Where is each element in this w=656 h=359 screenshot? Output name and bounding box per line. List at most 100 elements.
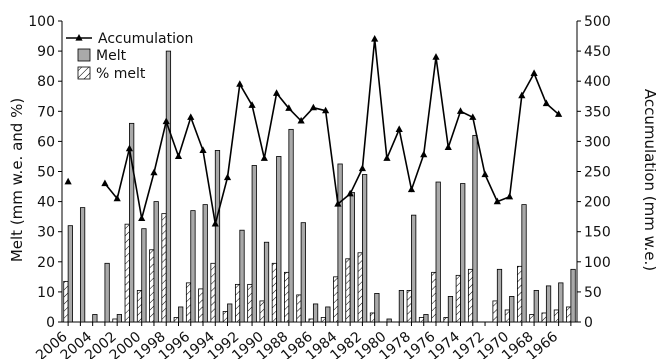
percent-melt-bar	[406, 289, 412, 323]
percent-melt-bar	[467, 268, 474, 323]
percent-melt-bar	[504, 309, 510, 323]
melt-bar	[67, 225, 73, 323]
melt-bar	[460, 183, 466, 323]
percent-melt-bar	[149, 249, 155, 323]
accumulation-point	[236, 80, 244, 87]
accumulation-point	[101, 179, 109, 187]
y-tick-label-right: 500	[584, 14, 611, 30]
accumulation-point	[505, 192, 514, 200]
y-tick-label-right: 450	[584, 44, 611, 60]
melt-bar	[190, 210, 196, 323]
accumulation-point	[469, 113, 477, 120]
y-tick-label-left: 100	[28, 14, 55, 30]
percent-melt-bar	[259, 300, 265, 323]
accumulation-point	[395, 125, 403, 132]
y-tick-label-right: 400	[584, 74, 611, 90]
melt-bar	[129, 122, 135, 323]
melt-bar	[349, 192, 355, 323]
melt-bar	[288, 128, 294, 323]
y-tick-label-left: 70	[37, 104, 55, 120]
y-tick-label-left: 60	[37, 134, 55, 150]
melt-bar	[325, 306, 331, 323]
accumulation-point	[260, 154, 268, 161]
melt-bar	[214, 150, 221, 323]
accumulation-point	[420, 150, 428, 158]
melt-bar	[300, 222, 306, 323]
legend-percent-melt-swatch	[77, 66, 91, 80]
percent-melt-bar	[492, 300, 498, 323]
accumulation-point	[346, 189, 354, 197]
accumulation-point	[481, 170, 489, 178]
accumulation-point	[555, 110, 563, 117]
percent-melt-bar	[345, 258, 351, 323]
melt-bar	[509, 296, 515, 323]
y-tick-label-left: 50	[37, 165, 55, 181]
percent-melt-bar	[333, 276, 339, 323]
y-tick-label-left: 0	[46, 315, 55, 331]
melt-bar	[447, 296, 454, 323]
accumulation-point	[138, 214, 146, 222]
melt-bar	[312, 303, 319, 323]
melt-bar	[362, 174, 368, 323]
accumulation-point	[493, 197, 501, 205]
melt-bar	[411, 214, 417, 323]
accumulation-point	[358, 164, 367, 172]
accumulation-point	[162, 117, 170, 125]
accumulation-point	[542, 99, 550, 107]
accumulation-point	[199, 146, 207, 154]
y-tick-label-right: 0	[584, 315, 593, 331]
percent-melt-bar	[320, 317, 327, 323]
y-tick-label-right: 250	[584, 165, 611, 181]
y-tick-label-right: 200	[584, 195, 611, 211]
percent-melt-bar	[63, 280, 69, 323]
melt-bar	[398, 289, 405, 323]
percent-melt-bar	[124, 223, 130, 323]
accumulation-point	[125, 144, 134, 152]
percent-melt-bar	[566, 306, 572, 323]
y-tick-label-left: 30	[37, 225, 55, 241]
melt-bar	[496, 268, 503, 323]
percent-melt-bar	[161, 213, 167, 323]
melt-bar	[374, 293, 380, 323]
accumulation-point	[211, 219, 219, 227]
y-tick-label-left: 80	[37, 74, 55, 90]
legend-accumulation-label: Accumulation	[98, 31, 193, 47]
melt-bar	[116, 314, 122, 323]
accumulation-point	[334, 200, 342, 207]
accumulation-line	[104, 39, 560, 225]
y-tick-label-right: 300	[584, 134, 611, 150]
accumulation-point	[407, 185, 416, 193]
melt-bar	[276, 156, 282, 323]
accumulation-point	[272, 89, 281, 96]
y-axis-title-right: Accumulation (mm w.e.)	[641, 89, 656, 271]
melt-bar	[79, 207, 86, 323]
percent-melt-bar	[529, 314, 535, 323]
percent-melt-bar	[431, 271, 437, 323]
percent-melt-bar	[455, 274, 461, 323]
accumulation-point	[297, 116, 305, 124]
percent-melt-bar	[271, 262, 277, 323]
melt-bar	[165, 50, 172, 323]
percent-melt-bar	[173, 317, 179, 323]
percent-melt-bar	[185, 282, 192, 323]
melt-bar	[521, 204, 527, 323]
legend-percent-melt-label: % melt	[96, 66, 146, 82]
melt-bar	[386, 318, 392, 323]
accumulation-point	[371, 35, 379, 42]
melt-bar	[251, 165, 257, 323]
accumulation-point	[223, 173, 232, 181]
percent-melt-bar	[198, 288, 204, 323]
legend-accumulation-marker	[75, 34, 83, 41]
accumulation-point	[113, 194, 121, 202]
percent-melt-bar	[357, 252, 363, 323]
accumulation-point	[285, 104, 293, 111]
y-tick-label-right: 150	[584, 225, 611, 241]
legend-melt-swatch	[77, 48, 91, 62]
melt-bar	[239, 229, 245, 323]
melt-bar	[263, 241, 270, 323]
y-tick-label-right: 350	[584, 104, 611, 120]
percent-melt-bar	[210, 262, 216, 323]
bars-layer	[63, 50, 576, 323]
